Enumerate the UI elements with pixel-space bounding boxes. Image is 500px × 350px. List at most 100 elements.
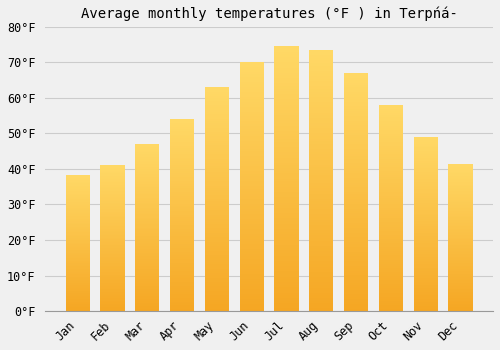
Bar <box>66 221 90 223</box>
Bar <box>448 198 472 200</box>
Bar <box>309 206 334 209</box>
Bar <box>344 109 368 111</box>
Bar <box>274 166 298 168</box>
Bar <box>100 257 124 258</box>
Bar <box>274 216 298 218</box>
Bar <box>100 295 124 296</box>
Bar <box>135 224 160 226</box>
Bar <box>240 172 264 174</box>
Bar <box>448 285 472 286</box>
Bar <box>204 179 229 181</box>
Bar <box>135 159 160 161</box>
Bar <box>378 150 403 152</box>
Bar <box>414 156 438 158</box>
Bar <box>66 179 90 181</box>
Bar <box>344 292 368 294</box>
Bar <box>274 57 298 60</box>
Bar <box>66 280 90 281</box>
Bar <box>414 210 438 212</box>
Bar <box>204 215 229 217</box>
Bar <box>240 294 264 296</box>
Bar <box>100 292 124 294</box>
Bar <box>204 159 229 161</box>
Bar <box>240 289 264 291</box>
Bar <box>344 78 368 80</box>
Bar <box>240 219 264 221</box>
Bar <box>414 257 438 259</box>
Bar <box>378 165 403 167</box>
Bar <box>309 128 334 131</box>
Bar <box>448 210 472 211</box>
Bar <box>344 240 368 242</box>
Bar <box>274 195 298 197</box>
Bar <box>448 176 472 177</box>
Bar <box>100 239 124 241</box>
Bar <box>100 264 124 266</box>
Bar <box>309 220 334 222</box>
Bar <box>448 256 472 257</box>
Bar <box>170 194 194 196</box>
Bar <box>344 206 368 209</box>
Bar <box>240 132 264 134</box>
Bar <box>274 60 298 62</box>
Bar <box>66 270 90 272</box>
Bar <box>309 188 334 191</box>
Bar <box>274 123 298 126</box>
Bar <box>414 167 438 168</box>
Bar <box>378 229 403 231</box>
Bar <box>100 304 124 305</box>
Bar <box>240 69 264 72</box>
Bar <box>204 112 229 114</box>
Bar <box>344 145 368 147</box>
Bar <box>170 282 194 284</box>
Bar <box>344 178 368 180</box>
Bar <box>170 184 194 186</box>
Bar <box>204 262 229 264</box>
Bar <box>170 250 194 252</box>
Bar <box>100 197 124 198</box>
Bar <box>66 250 90 251</box>
Bar <box>100 296 124 298</box>
Bar <box>170 181 194 182</box>
Bar <box>66 225 90 227</box>
Bar <box>344 135 368 137</box>
Bar <box>100 190 124 191</box>
Bar <box>135 259 160 261</box>
Bar <box>66 287 90 288</box>
Bar <box>135 244 160 246</box>
Bar <box>135 206 160 208</box>
Bar <box>414 309 438 311</box>
Bar <box>378 132 403 134</box>
Bar <box>170 138 194 140</box>
Bar <box>240 114 264 117</box>
Bar <box>414 219 438 220</box>
Bar <box>135 238 160 239</box>
Bar <box>170 121 194 123</box>
Bar <box>135 152 160 154</box>
Bar <box>170 267 194 269</box>
Bar <box>309 58 334 60</box>
Bar <box>66 293 90 295</box>
Bar <box>66 248 90 250</box>
Bar <box>66 216 90 217</box>
Bar <box>448 223 472 224</box>
Bar <box>378 290 403 293</box>
Bar <box>378 159 403 161</box>
Bar <box>170 140 194 142</box>
Bar <box>378 260 403 262</box>
Bar <box>274 105 298 107</box>
Bar <box>170 223 194 225</box>
Bar <box>448 251 472 252</box>
Bar <box>344 218 368 220</box>
Bar <box>448 224 472 226</box>
Bar <box>100 263 124 264</box>
Bar <box>100 217 124 219</box>
Bar <box>344 285 368 287</box>
Bar <box>240 216 264 219</box>
Bar <box>448 250 472 251</box>
Bar <box>344 163 368 166</box>
Bar <box>344 209 368 211</box>
Bar <box>204 208 229 210</box>
Bar <box>414 177 438 179</box>
Bar <box>240 264 264 266</box>
